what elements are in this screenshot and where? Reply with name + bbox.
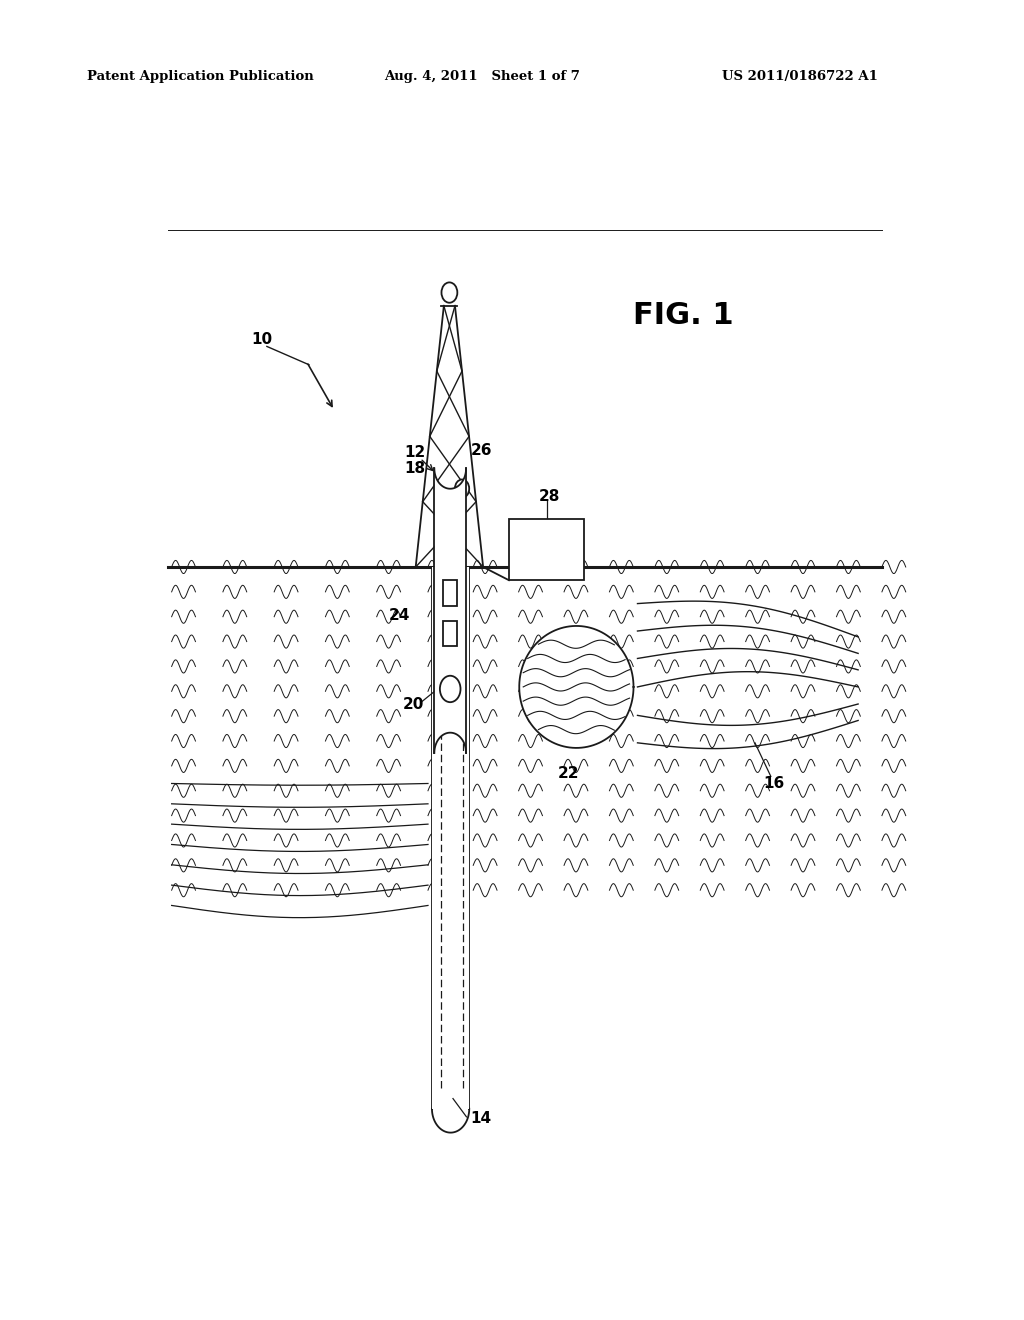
Circle shape <box>440 676 461 702</box>
Text: 12: 12 <box>404 445 425 459</box>
Circle shape <box>441 282 458 302</box>
Text: Patent Application Publication: Patent Application Publication <box>87 70 313 83</box>
Bar <box>509 519 585 581</box>
Polygon shape <box>519 626 634 748</box>
Circle shape <box>455 479 469 498</box>
Text: 18: 18 <box>404 461 425 477</box>
Text: 14: 14 <box>470 1111 492 1126</box>
Text: 10: 10 <box>251 331 272 347</box>
Bar <box>443 620 458 647</box>
Text: FIG. 1: FIG. 1 <box>633 301 734 330</box>
Text: 26: 26 <box>470 442 492 458</box>
Text: 28: 28 <box>539 490 560 504</box>
Polygon shape <box>434 469 466 752</box>
Text: Aug. 4, 2011   Sheet 1 of 7: Aug. 4, 2011 Sheet 1 of 7 <box>384 70 580 83</box>
Bar <box>443 581 458 606</box>
Text: 16: 16 <box>763 776 784 791</box>
Text: 22: 22 <box>558 766 580 781</box>
Text: 24: 24 <box>388 609 410 623</box>
Bar <box>432 568 469 1109</box>
Text: 20: 20 <box>402 697 424 711</box>
Text: US 2011/0186722 A1: US 2011/0186722 A1 <box>722 70 878 83</box>
